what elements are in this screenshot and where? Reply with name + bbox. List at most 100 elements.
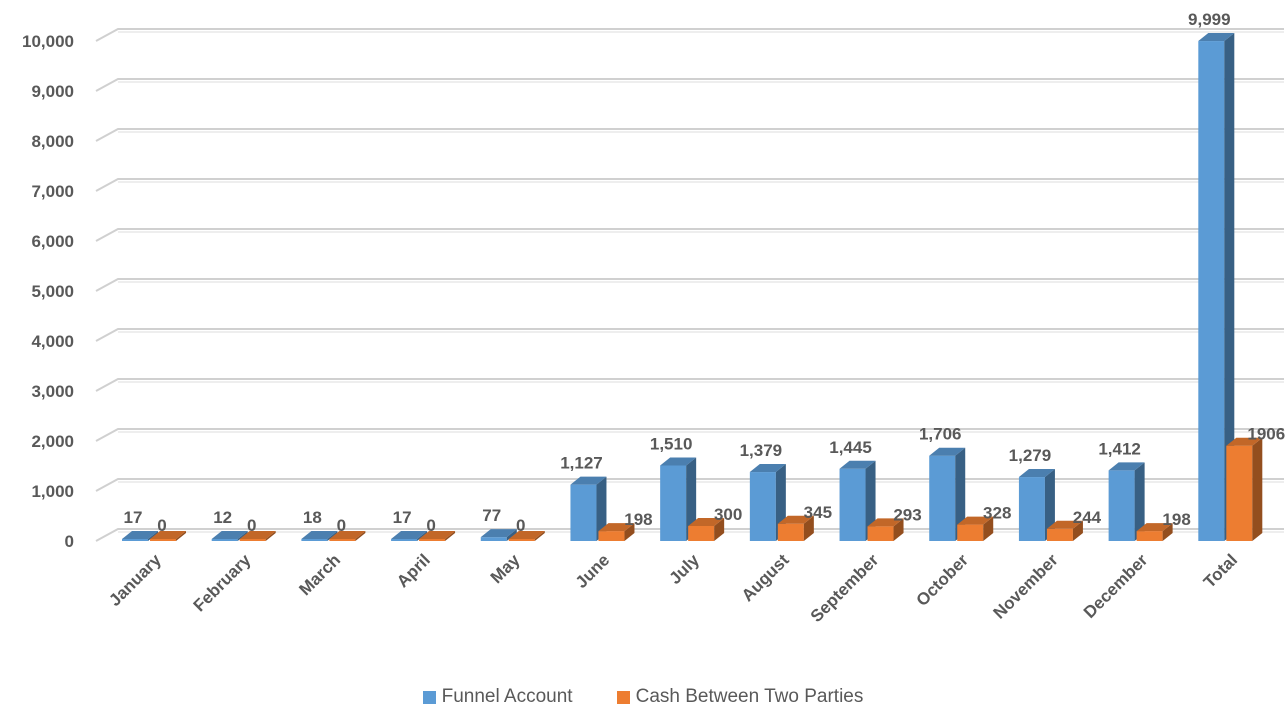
- y-tick-label: 7,000: [31, 182, 74, 201]
- bar-funnel-account: [1108, 462, 1145, 541]
- bar-cash-between-parties: [598, 523, 635, 541]
- data-label: 198: [1162, 510, 1190, 529]
- data-label: 198: [624, 510, 652, 529]
- x-category-label: December: [1080, 550, 1152, 622]
- legend-label-series-1: Funnel Account: [441, 686, 573, 707]
- data-label: 1,279: [1009, 446, 1052, 465]
- x-category-label: March: [295, 550, 344, 599]
- data-label: 244: [1073, 508, 1102, 527]
- y-tick-label: 9,000: [31, 82, 74, 101]
- x-category-label: September: [807, 550, 883, 626]
- bar-cash-between-parties: [150, 531, 186, 541]
- y-axis-ticks: 0 1,000 2,000 3,000 4,000 5,000 6,000 7,000 8,00…: [22, 32, 74, 551]
- x-category-label: January: [105, 550, 165, 610]
- data-label: 1,510: [650, 435, 693, 454]
- y-tick-label: 8,000: [31, 132, 74, 151]
- data-label: 293: [893, 505, 921, 524]
- bar-funnel-account: [749, 464, 786, 541]
- data-labels: 17 0 12 0 18 0 17 0 77 0 1,127 198 1,510 300 1,379 345 1…: [124, 10, 1286, 535]
- data-label: 17: [124, 508, 143, 527]
- x-category-label: April: [393, 550, 434, 591]
- bar-funnel-account: [480, 529, 517, 541]
- bar-funnel-account: [301, 531, 338, 541]
- bar-funnel-account: [211, 531, 248, 541]
- gridlines: [95, 28, 1284, 542]
- x-category-label: July: [665, 550, 703, 588]
- y-tick-label: 5,000: [31, 282, 74, 301]
- gridline: [95, 428, 1284, 442]
- bar-funnel-account: [1198, 33, 1235, 542]
- bars: [122, 33, 1263, 542]
- legend-item-series-1: Funnel Account: [422, 686, 573, 708]
- bar-cash-between-parties: [1046, 520, 1083, 541]
- bar-funnel-account: [391, 531, 428, 541]
- data-label: 0: [426, 516, 435, 535]
- bar-cash-between-parties: [329, 531, 366, 541]
- y-tick-label: 0: [65, 532, 74, 551]
- gridline: [95, 328, 1284, 342]
- data-label: 1906: [1247, 425, 1285, 444]
- y-tick-label: 2,000: [31, 432, 74, 451]
- bar-cash-between-parties: [777, 515, 814, 541]
- legend: Funnel Account Cash Between Two Parties: [0, 686, 1286, 708]
- gridline: [95, 378, 1284, 392]
- gridline: [95, 278, 1284, 292]
- bar-cash-between-parties: [957, 516, 994, 541]
- data-label: 1,379: [740, 441, 783, 460]
- y-tick-label: 1,000: [31, 482, 74, 501]
- x-category-label: June: [572, 550, 613, 591]
- bar-funnel-account: [929, 447, 966, 541]
- x-category-label: October: [913, 550, 973, 610]
- legend-item-series-2: Cash Between Two Parties: [616, 686, 864, 708]
- data-label: 1,412: [1098, 439, 1141, 458]
- y-tick-label: 3,000: [31, 382, 74, 401]
- gridline: [95, 478, 1284, 492]
- data-label: 1,445: [829, 438, 872, 457]
- bar-funnel-account: [839, 460, 876, 541]
- data-label: 12: [213, 508, 232, 527]
- x-category-label: Total: [1200, 550, 1241, 591]
- bar-funnel-account: [570, 476, 607, 541]
- y-tick-label: 6,000: [31, 232, 74, 251]
- legend-swatch-series-1: [422, 690, 436, 704]
- bar-cash-between-parties: [419, 531, 456, 541]
- data-label: 18: [303, 508, 322, 527]
- data-label: 77: [482, 506, 501, 525]
- bar-funnel-account: [122, 531, 158, 541]
- bar-cash-between-parties: [1136, 523, 1173, 541]
- data-label: 0: [247, 516, 256, 535]
- x-category-label: August: [738, 550, 793, 605]
- data-label: 1,706: [919, 425, 962, 444]
- gridline: [95, 178, 1284, 192]
- data-label: 17: [393, 508, 412, 527]
- data-label: 1,127: [560, 454, 603, 473]
- data-label: 328: [983, 504, 1011, 523]
- bar-funnel-account: [1018, 469, 1055, 541]
- y-tick-label: 4,000: [31, 332, 74, 351]
- data-label: 9,999: [1188, 10, 1231, 29]
- x-category-label: November: [990, 550, 1062, 622]
- data-label: 0: [516, 516, 525, 535]
- data-label: 300: [714, 505, 742, 524]
- bar-cash-between-parties: [867, 518, 904, 541]
- bar-cash-between-parties: [239, 531, 276, 541]
- x-category-label: May: [487, 550, 524, 587]
- bar-cash-between-parties: [688, 518, 725, 541]
- gridline: [95, 228, 1284, 242]
- gridline: [95, 28, 1284, 42]
- gridline: [95, 78, 1284, 92]
- y-tick-label: 10,000: [22, 32, 74, 51]
- data-label: 0: [157, 516, 166, 535]
- legend-swatch-series-2: [616, 690, 630, 704]
- legend-label-series-2: Cash Between Two Parties: [635, 686, 864, 707]
- bar-cash-between-parties: [508, 531, 545, 541]
- x-axis-categories: January February March April May June July Augu…: [105, 550, 1241, 626]
- data-label: 0: [337, 516, 346, 535]
- gridline: [95, 128, 1284, 142]
- data-label: 345: [804, 503, 832, 522]
- bar-funnel-account: [660, 457, 697, 541]
- bar-cash-between-parties: [1226, 437, 1263, 541]
- x-category-label: February: [190, 550, 255, 615]
